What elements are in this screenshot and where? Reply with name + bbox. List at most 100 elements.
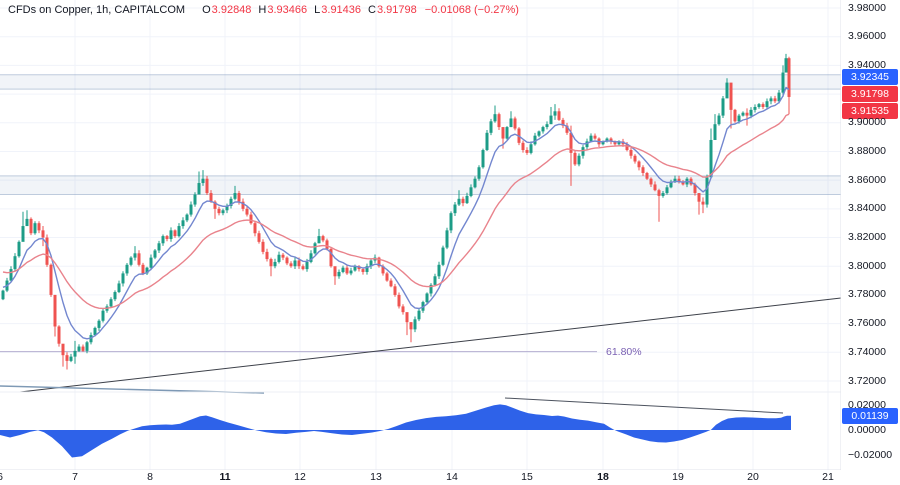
candle-body bbox=[761, 104, 765, 107]
candle-body bbox=[429, 284, 433, 294]
candle-body bbox=[257, 233, 261, 242]
candle-body bbox=[377, 257, 381, 267]
candle-body bbox=[573, 152, 577, 165]
candle-body bbox=[125, 264, 129, 274]
price-axis[interactable]: 3.92345 3.91798 3.91535 0.01139 3.98000 3… bbox=[841, 0, 900, 485]
candle-body bbox=[181, 220, 185, 227]
symbol-legend: CFDs on Copper, 1h, CAPITALCOM O 3.92848… bbox=[8, 4, 519, 16]
candle-body bbox=[681, 181, 685, 185]
candle-body bbox=[401, 306, 405, 313]
candle-body bbox=[617, 141, 621, 145]
candle-body bbox=[101, 310, 105, 321]
candle-body bbox=[441, 247, 445, 265]
candle-body bbox=[189, 204, 193, 215]
candle-body bbox=[465, 195, 469, 204]
candle-body bbox=[445, 230, 449, 248]
candle-body bbox=[165, 236, 169, 239]
candle-body bbox=[301, 266, 305, 270]
ascending-trendline[interactable] bbox=[19, 297, 842, 393]
candle-body bbox=[153, 250, 157, 258]
candle-body bbox=[433, 276, 437, 285]
candle-body bbox=[29, 218, 33, 234]
candle-body bbox=[329, 249, 333, 267]
candle-body bbox=[305, 261, 309, 270]
candle-body bbox=[65, 355, 69, 361]
price-zone[interactable] bbox=[0, 74, 841, 90]
time-axis-label: 21 bbox=[822, 471, 834, 483]
candle-body bbox=[557, 111, 561, 120]
candle-body bbox=[493, 114, 497, 122]
candle-body bbox=[737, 115, 741, 122]
candle-body bbox=[205, 178, 209, 194]
candle-body bbox=[313, 243, 317, 254]
candle-body bbox=[397, 294, 401, 307]
candle-body bbox=[33, 223, 37, 234]
low-value: 3.91436 bbox=[321, 4, 362, 16]
indicator-badge-value: 0.01139 bbox=[842, 408, 898, 424]
ma-fast-line bbox=[2, 86, 790, 340]
candle-body bbox=[185, 214, 189, 221]
candle-body bbox=[725, 82, 729, 99]
candle-body bbox=[501, 127, 505, 139]
candle-body bbox=[665, 187, 669, 194]
candle-body bbox=[705, 177, 709, 205]
candle-body bbox=[45, 237, 49, 265]
open-label: O bbox=[202, 4, 211, 16]
candle-body bbox=[77, 346, 81, 351]
candle-body bbox=[361, 269, 365, 272]
candle-body bbox=[41, 230, 45, 238]
close-value: 3.91798 bbox=[376, 4, 417, 16]
candle-body bbox=[405, 312, 409, 323]
time-axis[interactable]: 6 7 8 11 12 13 14 15 18 19 20 21 bbox=[0, 470, 841, 485]
candle-body bbox=[589, 135, 593, 142]
candle-body bbox=[117, 283, 121, 293]
candle-body bbox=[473, 178, 477, 188]
candle-body bbox=[453, 204, 457, 214]
indicator-trendline[interactable] bbox=[504, 397, 784, 414]
candle-body bbox=[389, 280, 393, 287]
candle-body bbox=[605, 138, 609, 142]
candle-body bbox=[469, 187, 473, 196]
close-label: C bbox=[368, 4, 376, 16]
candle-body bbox=[197, 183, 201, 195]
candle-body bbox=[565, 125, 569, 133]
price-zone[interactable] bbox=[0, 175, 841, 195]
price-axis-label: 3.88000 bbox=[848, 144, 886, 157]
candle-body bbox=[193, 194, 197, 205]
fib-level-label[interactable]: 61.80% bbox=[606, 345, 642, 358]
price-axis-label: 3.76000 bbox=[848, 317, 886, 330]
candle-body bbox=[669, 181, 673, 188]
candle-body bbox=[173, 230, 177, 237]
candle-body bbox=[541, 127, 545, 132]
candle-body bbox=[17, 241, 21, 257]
candle-body bbox=[237, 193, 241, 202]
candle-body bbox=[745, 112, 749, 116]
candle-body bbox=[369, 260, 373, 267]
candle-body bbox=[285, 257, 289, 264]
candle-body bbox=[261, 241, 265, 252]
candle-body bbox=[229, 198, 233, 206]
candle-body bbox=[353, 266, 357, 271]
candle-body bbox=[509, 118, 513, 128]
candle-body bbox=[57, 326, 61, 344]
candle-body bbox=[349, 270, 353, 274]
candle-body bbox=[393, 286, 397, 295]
candle-body bbox=[625, 144, 629, 151]
symbol-title[interactable]: CFDs on Copper, 1h, CAPITALCOM bbox=[8, 4, 186, 16]
candle-body bbox=[157, 243, 161, 251]
candle-body bbox=[449, 213, 453, 231]
candle-body bbox=[729, 82, 733, 110]
time-axis-label: 8 bbox=[147, 471, 153, 483]
candle-body bbox=[749, 109, 753, 116]
price-axis-label: 3.90000 bbox=[848, 116, 886, 129]
candle-body bbox=[209, 193, 213, 202]
candle-body bbox=[481, 150, 485, 168]
candle-body bbox=[781, 72, 785, 93]
price-axis-label: 3.96000 bbox=[848, 30, 886, 43]
candle-body bbox=[561, 119, 565, 126]
candle-body bbox=[145, 267, 149, 274]
candle-body bbox=[485, 132, 489, 151]
candle-body bbox=[593, 135, 597, 139]
